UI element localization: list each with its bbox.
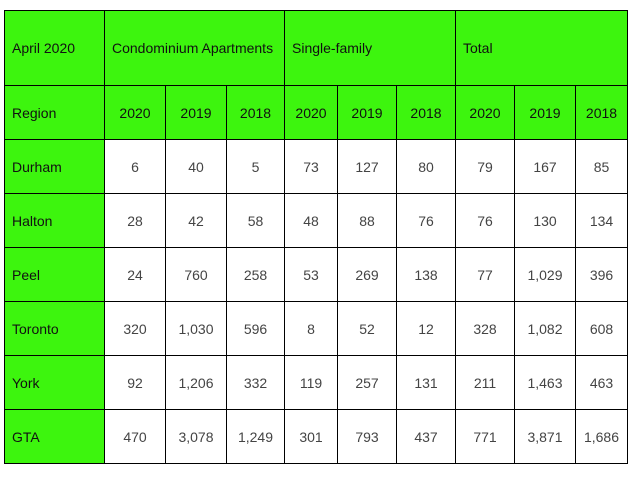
value-cell: 596 (226, 301, 285, 356)
value-cell: 12 (396, 301, 456, 356)
housing-starts-table: April 2020 Condominium Apartments Single… (4, 10, 628, 464)
value-cell: 793 (337, 409, 397, 464)
value-cell: 5 (226, 139, 285, 194)
year-header: 2018 (226, 85, 285, 140)
table-row: Halton 28 42 58 48 88 76 76 130 134 (4, 193, 628, 248)
value-cell: 257 (337, 355, 397, 410)
value-cell: 470 (104, 409, 166, 464)
region-cell: Peel (4, 247, 105, 302)
value-cell: 88 (337, 193, 397, 248)
region-header: Region (4, 85, 105, 140)
group-header-total: Total (455, 10, 628, 86)
year-header: 2020 (455, 85, 515, 140)
value-cell: 85 (575, 139, 628, 194)
group-header-row: April 2020 Condominium Apartments Single… (4, 10, 628, 86)
value-cell: 3,871 (514, 409, 576, 464)
corner-cell: April 2020 (4, 10, 105, 86)
year-header: 2018 (575, 85, 628, 140)
value-cell: 79 (455, 139, 515, 194)
group-header-condominium: Condominium Apartments (104, 10, 285, 86)
value-cell: 92 (104, 355, 166, 410)
value-cell: 301 (284, 409, 338, 464)
value-cell: 269 (337, 247, 397, 302)
group-label: Condominium Apartments (112, 40, 274, 56)
value-cell: 48 (284, 193, 338, 248)
value-cell: 3,078 (165, 409, 227, 464)
value-cell: 138 (396, 247, 456, 302)
value-cell: 1,249 (226, 409, 285, 464)
value-cell: 760 (165, 247, 227, 302)
value-cell: 134 (575, 193, 628, 248)
value-cell: 76 (396, 193, 456, 248)
value-cell: 76 (455, 193, 515, 248)
table-row: Durham 6 40 5 73 127 80 79 167 85 (4, 139, 628, 194)
value-cell: 258 (226, 247, 285, 302)
year-header: 2020 (284, 85, 338, 140)
value-cell: 52 (337, 301, 397, 356)
value-cell: 119 (284, 355, 338, 410)
region-cell: Halton (4, 193, 105, 248)
value-cell: 80 (396, 139, 456, 194)
value-cell: 58 (226, 193, 285, 248)
year-header: 2018 (396, 85, 456, 140)
value-cell: 28 (104, 193, 166, 248)
table-body: April 2020 Condominium Apartments Single… (4, 10, 628, 464)
table-row: Peel 24 760 258 53 269 138 77 1,029 396 (4, 247, 628, 302)
value-cell: 437 (396, 409, 456, 464)
table-row: Toronto 320 1,030 596 8 52 12 328 1,082 608 (4, 301, 628, 356)
value-cell: 40 (165, 139, 227, 194)
value-cell: 1,029 (514, 247, 576, 302)
value-cell: 320 (104, 301, 166, 356)
region-cell: Toronto (4, 301, 105, 356)
value-cell: 211 (455, 355, 515, 410)
value-cell: 131 (396, 355, 456, 410)
value-cell: 130 (514, 193, 576, 248)
year-header: 2019 (514, 85, 576, 140)
region-cell: Durham (4, 139, 105, 194)
value-cell: 6 (104, 139, 166, 194)
value-cell: 53 (284, 247, 338, 302)
year-header: 2019 (165, 85, 227, 140)
value-cell: 127 (337, 139, 397, 194)
value-cell: 771 (455, 409, 515, 464)
value-cell: 77 (455, 247, 515, 302)
value-cell: 1,030 (165, 301, 227, 356)
value-cell: 24 (104, 247, 166, 302)
value-cell: 396 (575, 247, 628, 302)
value-cell: 1,082 (514, 301, 576, 356)
table-row: GTA 470 3,078 1,249 301 793 437 771 3,871 1,686 (4, 409, 628, 464)
table-row: York 92 1,206 332 119 257 131 211 1,463 463 (4, 355, 628, 410)
value-cell: 42 (165, 193, 227, 248)
value-cell: 332 (226, 355, 285, 410)
region-cell: York (4, 355, 105, 410)
year-header: 2020 (104, 85, 166, 140)
value-cell: 167 (514, 139, 576, 194)
value-cell: 608 (575, 301, 628, 356)
year-header: 2019 (337, 85, 397, 140)
value-cell: 328 (455, 301, 515, 356)
value-cell: 73 (284, 139, 338, 194)
year-header-row: Region 2020 2019 2018 2020 2019 2018 202… (4, 85, 628, 140)
value-cell: 8 (284, 301, 338, 356)
value-cell: 1,206 (165, 355, 227, 410)
region-cell: GTA (4, 409, 105, 464)
group-header-single-family: Single-family (284, 10, 456, 86)
value-cell: 1,463 (514, 355, 576, 410)
value-cell: 463 (575, 355, 628, 410)
value-cell: 1,686 (575, 409, 628, 464)
